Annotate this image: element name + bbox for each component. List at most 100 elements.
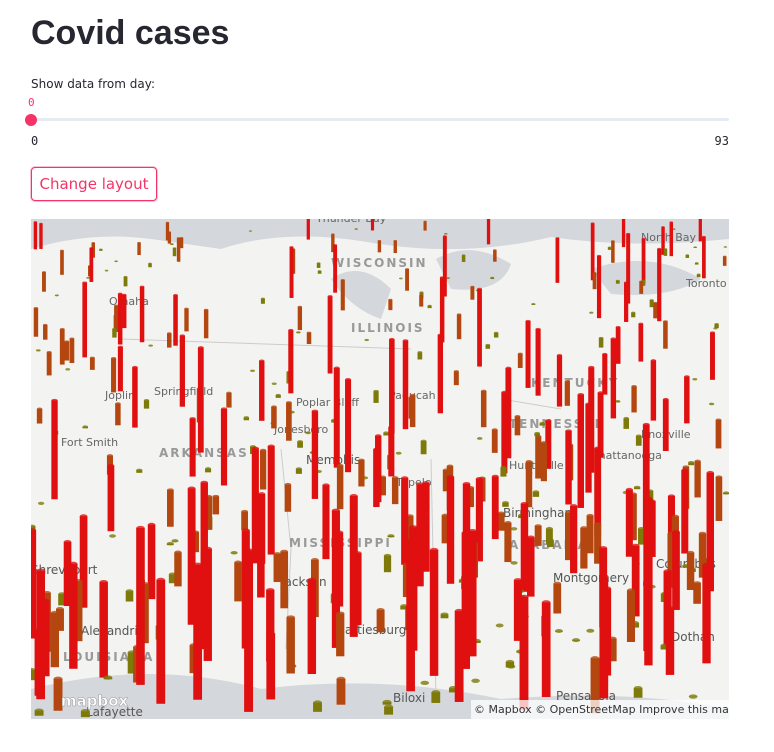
column-top (615, 400, 621, 403)
column (715, 477, 723, 521)
column (694, 461, 701, 498)
change-layout-button[interactable]: Change layout (31, 167, 157, 201)
column-top (586, 628, 595, 633)
column-top (420, 439, 427, 443)
slider-track[interactable] (31, 118, 729, 121)
column-top (406, 538, 415, 543)
map-label: Alexandria (81, 624, 145, 638)
column-top (393, 239, 397, 242)
column-top (480, 389, 487, 393)
column (586, 515, 594, 554)
slider-label: Show data from day: (31, 77, 156, 91)
column-top (461, 254, 466, 257)
column-top (409, 393, 416, 397)
column-top (391, 476, 399, 480)
column-top (641, 237, 646, 240)
column-top (564, 380, 570, 383)
column-top (694, 459, 701, 463)
column (345, 379, 352, 473)
column-top (184, 307, 189, 310)
column (662, 399, 669, 452)
column-top (423, 220, 427, 223)
slider-min: 0 (31, 134, 39, 148)
column (596, 255, 602, 319)
slider-thumb[interactable] (25, 114, 37, 126)
column-top (497, 511, 505, 515)
column-top (260, 448, 267, 452)
column-top (114, 304, 119, 307)
map-label: Poplar Bluff (296, 396, 359, 409)
column-top (36, 349, 41, 352)
column-top (722, 255, 727, 258)
column-top (657, 247, 662, 250)
column (39, 223, 43, 249)
column (405, 269, 409, 291)
column (684, 376, 690, 424)
column-top (373, 447, 380, 451)
column-top (193, 562, 203, 567)
column (212, 496, 220, 515)
column-top (669, 221, 673, 224)
column-top (316, 262, 321, 265)
column-top (43, 323, 48, 327)
column-top (592, 272, 597, 274)
column-top (686, 550, 695, 555)
column (189, 418, 196, 477)
column (36, 408, 43, 424)
column-top (187, 486, 196, 491)
column (63, 541, 72, 607)
column (710, 332, 715, 380)
column-top (453, 370, 459, 373)
column-top (662, 397, 669, 401)
column (284, 484, 292, 512)
column (349, 496, 358, 637)
column-top (505, 659, 515, 665)
column (184, 308, 189, 332)
column (698, 533, 707, 578)
column-top (419, 294, 424, 297)
column-top (37, 501, 45, 505)
column (280, 551, 289, 609)
column (423, 221, 427, 231)
column (485, 345, 491, 349)
column-top (33, 221, 38, 223)
column (456, 314, 462, 340)
column-top (156, 577, 166, 583)
column-top (117, 292, 123, 295)
column-top (402, 339, 409, 343)
map[interactable]: Thunder Bay North Bay Toronto WISCONSIN … (31, 219, 729, 719)
column (389, 339, 395, 434)
column (33, 221, 38, 250)
column (244, 550, 254, 712)
column (137, 242, 141, 256)
column (491, 476, 499, 540)
column-top (65, 368, 71, 371)
column-top (607, 246, 612, 249)
column (540, 442, 547, 482)
attribution[interactable]: © Mapbox © OpenStreetMap Improve this ma… (474, 703, 729, 716)
column (555, 238, 560, 283)
column (467, 487, 475, 508)
column-top (409, 525, 418, 530)
column (599, 578, 609, 699)
column-top (500, 466, 507, 470)
column-top (715, 475, 723, 479)
column-top (491, 428, 498, 432)
column-top (345, 378, 352, 382)
map-label: Toronto (685, 277, 727, 290)
column (127, 652, 137, 674)
column-top (266, 588, 275, 593)
column (358, 460, 365, 487)
column (107, 465, 115, 532)
column-top (635, 434, 642, 438)
column (633, 688, 643, 698)
column-top (706, 470, 714, 475)
column-top (122, 293, 127, 296)
column-top (166, 541, 174, 546)
column-top (331, 508, 340, 513)
column-top (306, 331, 312, 334)
column (477, 288, 482, 367)
column (53, 678, 63, 711)
column (626, 233, 631, 304)
